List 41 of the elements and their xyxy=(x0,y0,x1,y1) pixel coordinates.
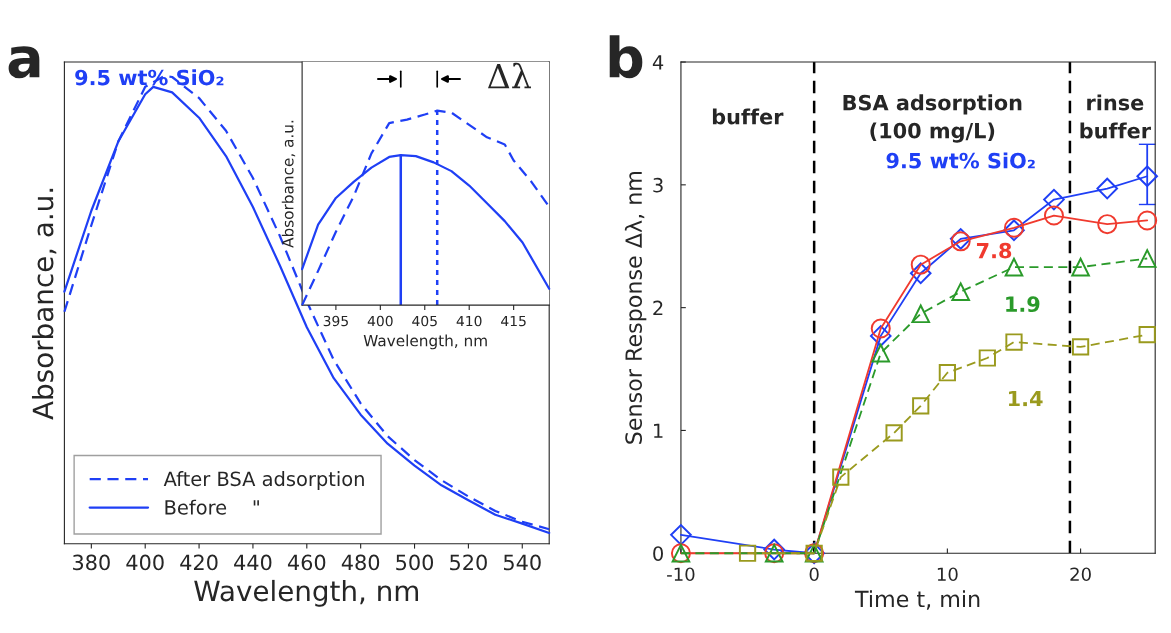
series-label: 1.9 xyxy=(1006,296,1040,313)
x-tick-label: 410 xyxy=(456,315,482,327)
x-tick-label: 400 xyxy=(367,315,393,327)
x-tick-label: 415 xyxy=(501,315,526,327)
x-axis-title: Wavelength, nm xyxy=(363,334,487,350)
x-axis-title: Time t, min xyxy=(854,590,980,610)
chart-title: a xyxy=(8,46,40,79)
x-tick-label: 440 xyxy=(234,554,272,571)
x-tick-label: 500 xyxy=(396,554,434,571)
annotation: buffer xyxy=(712,108,784,125)
x-tick-label: 400 xyxy=(126,554,164,571)
series-label: 9.5 wt% SiO₂ xyxy=(886,152,1035,169)
annotation: BSA adsorption (100 mg/L) xyxy=(843,94,1022,143)
annotation: rinse buffer xyxy=(1080,94,1151,139)
x-tick-label: 20 xyxy=(1070,567,1091,582)
x-tick-label: 540 xyxy=(503,554,541,571)
y-tick-label: 3 xyxy=(653,177,663,193)
chart-title: b xyxy=(609,35,643,79)
annotation: Δλ xyxy=(487,62,531,89)
x-tick-label: 420 xyxy=(180,554,218,571)
series-label: 7.8 xyxy=(976,242,1012,259)
x-tick-label: 380 xyxy=(73,554,110,571)
y-tick-label: 2 xyxy=(653,300,663,316)
legend-label: After BSA adsorption xyxy=(163,471,364,490)
y-tick-label: 4 xyxy=(652,55,664,70)
x-tick-label: 460 xyxy=(287,554,326,571)
x-tick-label: 0 xyxy=(809,567,819,582)
x-tick-label: 395 xyxy=(323,315,348,327)
x-tick-label: 405 xyxy=(412,315,437,327)
annotation: 9.5 wt% SiO₂ xyxy=(75,69,224,86)
y-axis-title: Sensor Response Δλ, nm xyxy=(624,171,647,444)
y-axis-title: Absorbance, a.u. xyxy=(31,188,57,420)
x-tick-label: 10 xyxy=(937,567,958,582)
y-axis-title: Absorbance, a.u. xyxy=(281,120,296,248)
x-axis-title: Wavelength, nm xyxy=(194,579,418,607)
series-label: 1.4 xyxy=(1008,390,1043,407)
legend-label: Before " xyxy=(165,499,259,515)
x-tick-label: 480 xyxy=(341,554,380,571)
x-tick-label: 520 xyxy=(450,554,487,571)
y-tick-label: 1 xyxy=(654,423,663,438)
x-tick-label: -10 xyxy=(667,567,695,582)
